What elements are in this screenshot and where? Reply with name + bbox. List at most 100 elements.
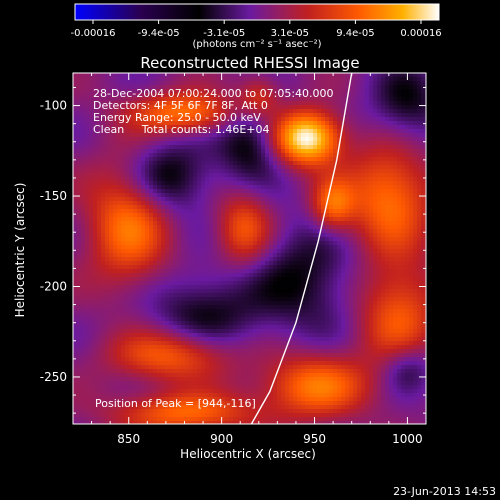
heatmap-cell bbox=[269, 337, 274, 342]
heatmap-cell bbox=[289, 353, 294, 358]
heatmap-cell bbox=[249, 377, 254, 382]
heatmap-cell bbox=[117, 373, 122, 378]
heatmap-cell bbox=[253, 365, 258, 370]
heatmap-cell bbox=[141, 81, 146, 86]
heatmap-cell bbox=[149, 417, 154, 422]
heatmap-cell bbox=[237, 301, 242, 306]
heatmap-cell bbox=[73, 109, 78, 114]
heatmap-cell bbox=[161, 133, 166, 138]
heatmap-cell bbox=[125, 181, 130, 186]
heatmap-cell bbox=[193, 77, 198, 82]
heatmap-cell bbox=[221, 273, 226, 278]
heatmap-cell bbox=[125, 81, 130, 86]
heatmap-cell bbox=[173, 205, 178, 210]
heatmap-cell bbox=[121, 109, 126, 114]
heatmap-cell bbox=[217, 245, 222, 250]
heatmap-cell bbox=[77, 265, 82, 270]
heatmap-cell bbox=[77, 237, 82, 242]
heatmap-cell bbox=[273, 281, 278, 286]
heatmap-cell bbox=[265, 205, 270, 210]
heatmap-cell bbox=[289, 301, 294, 306]
heatmap-cell bbox=[237, 369, 242, 374]
heatmap-cell bbox=[265, 101, 270, 106]
heatmap-cell bbox=[297, 97, 302, 102]
heatmap-cell bbox=[193, 217, 198, 222]
heatmap-cell bbox=[109, 133, 114, 138]
heatmap-cell bbox=[189, 341, 194, 346]
heatmap-cell bbox=[73, 397, 78, 402]
heatmap-cell bbox=[221, 333, 226, 338]
heatmap-cell bbox=[233, 85, 238, 90]
heatmap-cell bbox=[129, 329, 134, 334]
heatmap-cell bbox=[241, 277, 246, 282]
heatmap-cell bbox=[221, 357, 226, 362]
heatmap-cell bbox=[241, 405, 246, 410]
heatmap-cell bbox=[233, 337, 238, 342]
heatmap-cell bbox=[177, 257, 182, 262]
heatmap-cell bbox=[277, 357, 282, 362]
heatmap-cell bbox=[289, 93, 294, 98]
heatmap-cell bbox=[157, 197, 162, 202]
heatmap-cell bbox=[157, 409, 162, 414]
heatmap-cell bbox=[169, 141, 174, 146]
heatmap-cell bbox=[101, 157, 106, 162]
heatmap-cell bbox=[109, 405, 114, 410]
heatmap-cell bbox=[141, 401, 146, 406]
heatmap-cell bbox=[277, 85, 282, 90]
heatmap-cell bbox=[93, 289, 98, 294]
heatmap-cell bbox=[85, 337, 90, 342]
heatmap-cell bbox=[145, 241, 150, 246]
heatmap-cell bbox=[289, 421, 294, 424]
heatmap-cell bbox=[125, 345, 130, 350]
heatmap-cell bbox=[165, 373, 170, 378]
heatmap-cell bbox=[265, 237, 270, 242]
heatmap-cell bbox=[201, 417, 206, 422]
heatmap-cell bbox=[153, 77, 158, 82]
heatmap-cell bbox=[249, 297, 254, 302]
heatmap-cell bbox=[285, 213, 290, 218]
heatmap-cell bbox=[217, 417, 222, 422]
heatmap-cell bbox=[141, 125, 146, 130]
heatmap-cell bbox=[149, 337, 154, 342]
heatmap-cell bbox=[133, 121, 138, 126]
heatmap-cell bbox=[73, 201, 78, 206]
heatmap-cell bbox=[293, 141, 298, 146]
heatmap-cell bbox=[85, 349, 90, 354]
heatmap-cell bbox=[89, 293, 94, 298]
heatmap-cell bbox=[249, 333, 254, 338]
heatmap-cell bbox=[77, 341, 82, 346]
heatmap-cell bbox=[229, 413, 234, 418]
heatmap-cell bbox=[169, 173, 174, 178]
heatmap-cell bbox=[285, 129, 290, 134]
heatmap-cell bbox=[297, 265, 302, 270]
heatmap-cell bbox=[157, 229, 162, 234]
heatmap-cell bbox=[117, 225, 122, 230]
heatmap-cell bbox=[205, 241, 210, 246]
heatmap-cell bbox=[113, 141, 118, 146]
heatmap-cell bbox=[177, 397, 182, 402]
heatmap-cell bbox=[105, 133, 110, 138]
heatmap-cell bbox=[217, 421, 222, 424]
heatmap-cell bbox=[93, 309, 98, 314]
heatmap-cell bbox=[113, 333, 118, 338]
heatmap-cell bbox=[293, 341, 298, 346]
heatmap-cell bbox=[85, 209, 90, 214]
heatmap-cell bbox=[249, 169, 254, 174]
heatmap-cell bbox=[209, 97, 214, 102]
heatmap-cell bbox=[137, 309, 142, 314]
heatmap-cell bbox=[149, 237, 154, 242]
heatmap-cell bbox=[73, 153, 78, 158]
heatmap-cell bbox=[101, 417, 106, 422]
heatmap-cell bbox=[137, 289, 142, 294]
heatmap-cell bbox=[77, 293, 82, 298]
heatmap-cell bbox=[253, 405, 258, 410]
heatmap-cell bbox=[273, 305, 278, 310]
heatmap-cell bbox=[261, 337, 266, 342]
heatmap-cell bbox=[117, 293, 122, 298]
heatmap-cell bbox=[197, 409, 202, 414]
heatmap-cell bbox=[213, 101, 218, 106]
heatmap-cell bbox=[209, 81, 214, 86]
heatmap-cell bbox=[205, 105, 210, 110]
heatmap-cell bbox=[289, 341, 294, 346]
heatmap-cell bbox=[149, 177, 154, 182]
